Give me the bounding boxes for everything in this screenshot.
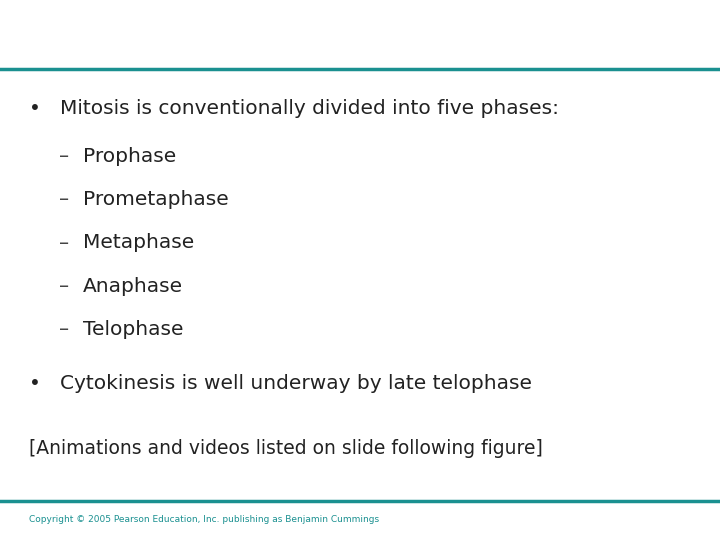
- Text: –: –: [59, 190, 69, 210]
- Text: –: –: [59, 320, 69, 339]
- Text: Telophase: Telophase: [83, 320, 184, 339]
- Text: –: –: [59, 147, 69, 166]
- Text: •   Mitosis is conventionally divided into five phases:: • Mitosis is conventionally divided into…: [29, 98, 559, 118]
- Text: Prometaphase: Prometaphase: [83, 190, 228, 210]
- Text: •   Cytokinesis is well underway by late telophase: • Cytokinesis is well underway by late t…: [29, 374, 532, 393]
- Text: Metaphase: Metaphase: [83, 233, 194, 253]
- Text: –: –: [59, 276, 69, 296]
- Text: Copyright © 2005 Pearson Education, Inc. publishing as Benjamin Cummings: Copyright © 2005 Pearson Education, Inc.…: [29, 515, 379, 524]
- Text: Anaphase: Anaphase: [83, 276, 183, 296]
- Text: Prophase: Prophase: [83, 147, 176, 166]
- Text: [Animations and videos listed on slide following figure]: [Animations and videos listed on slide f…: [29, 438, 543, 458]
- Text: –: –: [59, 233, 69, 253]
